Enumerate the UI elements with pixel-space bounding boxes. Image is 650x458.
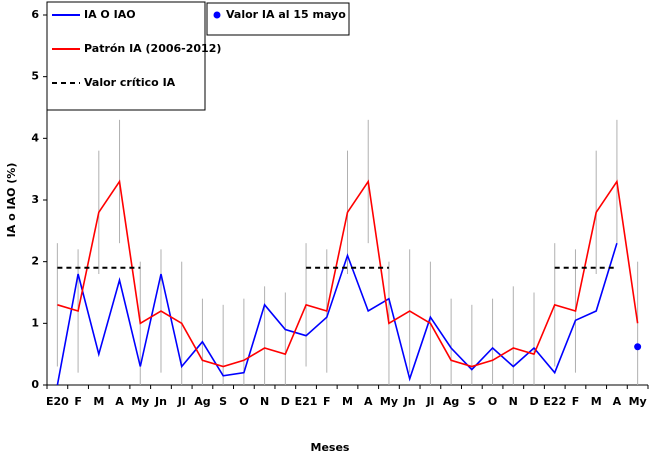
y-tick-label: 6 xyxy=(31,8,39,21)
x-tick-label: Jn xyxy=(403,395,416,408)
y-axis-title: IA o IAO (%) xyxy=(5,163,18,238)
series-line xyxy=(56,242,618,386)
x-tick-label: O xyxy=(239,395,248,408)
x-tick-label: M xyxy=(591,395,602,408)
y-tick-label: 1 xyxy=(31,316,39,329)
x-tick-label: Jl xyxy=(425,395,434,408)
x-tick-label: A xyxy=(364,395,373,408)
x-tick-label: F xyxy=(323,395,331,408)
x-axis-title: Meses xyxy=(311,441,350,454)
x-tick-label: My xyxy=(629,395,647,408)
x-tick-label: M xyxy=(93,395,104,408)
x-tick-label: Jn xyxy=(154,395,167,408)
x-tick-label: S xyxy=(468,395,476,408)
series-line xyxy=(57,179,639,368)
x-tick-label: N xyxy=(509,395,518,408)
y-tick-label: 5 xyxy=(31,70,39,83)
legend-label: Valor IA al 15 mayo xyxy=(226,8,346,21)
x-tick-label: E21 xyxy=(295,395,318,408)
x-tick-label: Ag xyxy=(443,395,459,408)
legend-box xyxy=(46,1,206,111)
x-tick-label: Ag xyxy=(194,395,210,408)
x-tick-label: A xyxy=(613,395,622,408)
y-tick-label: 2 xyxy=(31,255,39,268)
x-tick-label: My xyxy=(131,395,149,408)
legend-label: Valor crítico IA xyxy=(84,76,176,89)
point xyxy=(634,343,642,351)
legend-label: Patrón IA (2006-2012) xyxy=(84,42,221,55)
x-tick-label: Jl xyxy=(177,395,186,408)
y-tick-label: 4 xyxy=(31,131,39,144)
x-tick-label: S xyxy=(219,395,227,408)
y-tick-label: 0 xyxy=(31,378,39,391)
x-tick-label: F xyxy=(74,395,82,408)
x-tick-label: A xyxy=(115,395,124,408)
legend-box xyxy=(206,2,350,36)
x-tick-label: M xyxy=(342,395,353,408)
x-tick-label: D xyxy=(281,395,290,408)
x-tick-label: F xyxy=(572,395,580,408)
x-tick-label: D xyxy=(529,395,538,408)
legend-label: IA O IAO xyxy=(84,8,136,21)
y-tick-label: 3 xyxy=(31,193,39,206)
legend-swatch xyxy=(213,11,221,19)
x-tick-label: My xyxy=(380,395,398,408)
x-tick-label: E20 xyxy=(46,395,69,408)
x-tick-label: N xyxy=(260,395,269,408)
x-tick-label: E22 xyxy=(543,395,566,408)
x-tick-label: O xyxy=(488,395,497,408)
